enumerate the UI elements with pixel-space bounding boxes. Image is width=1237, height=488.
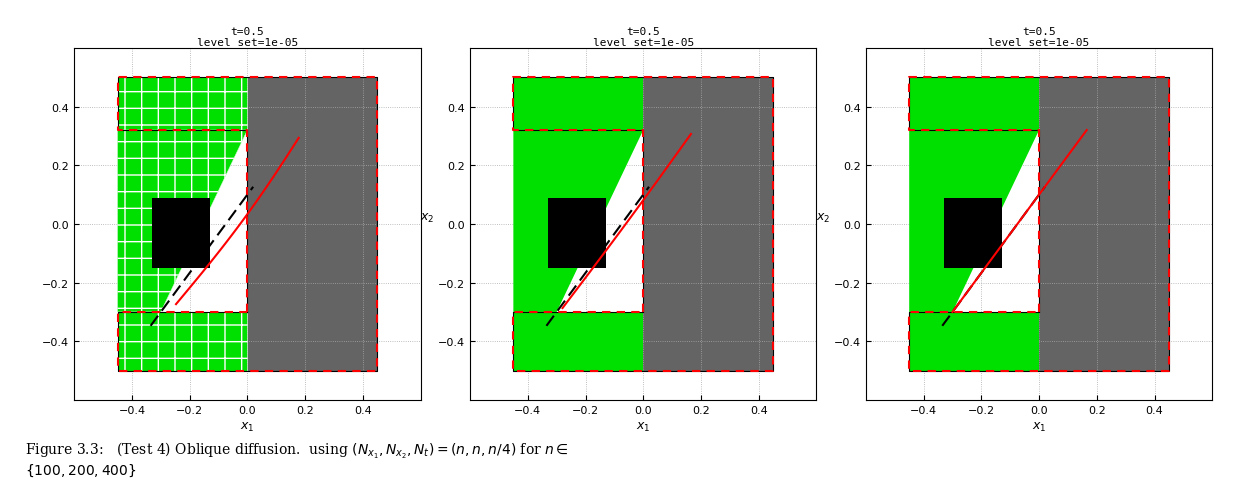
- X-axis label: $x_1$: $x_1$: [1032, 421, 1047, 434]
- Polygon shape: [118, 312, 247, 371]
- X-axis label: $x_1$: $x_1$: [240, 421, 255, 434]
- Polygon shape: [643, 78, 773, 371]
- X-axis label: $x_1$: $x_1$: [636, 421, 651, 434]
- Polygon shape: [944, 198, 1002, 268]
- Title: t=0.5
level set=1e-05: t=0.5 level set=1e-05: [197, 26, 298, 48]
- Polygon shape: [1039, 78, 1169, 371]
- Polygon shape: [909, 78, 1039, 131]
- Title: t=0.5
level set=1e-05: t=0.5 level set=1e-05: [988, 26, 1090, 48]
- Polygon shape: [247, 78, 377, 371]
- Polygon shape: [513, 78, 643, 131]
- Y-axis label: $x_2$: $x_2$: [815, 211, 830, 224]
- Title: t=0.5
level set=1e-05: t=0.5 level set=1e-05: [593, 26, 694, 48]
- Polygon shape: [513, 312, 643, 371]
- Y-axis label: $x_2$: $x_2$: [419, 211, 434, 224]
- Polygon shape: [118, 78, 247, 131]
- Text: Figure 3.3:   (Test 4) Oblique diffusion.  using $(N_{x_1}, N_{x_2}, N_t) = (n,n: Figure 3.3: (Test 4) Oblique diffusion. …: [25, 440, 569, 478]
- Polygon shape: [909, 131, 1039, 312]
- Polygon shape: [118, 131, 247, 312]
- Polygon shape: [118, 131, 247, 312]
- Polygon shape: [118, 78, 247, 131]
- Polygon shape: [548, 198, 606, 268]
- Polygon shape: [909, 312, 1039, 371]
- Polygon shape: [118, 312, 247, 371]
- Polygon shape: [152, 198, 210, 268]
- Polygon shape: [513, 131, 643, 312]
